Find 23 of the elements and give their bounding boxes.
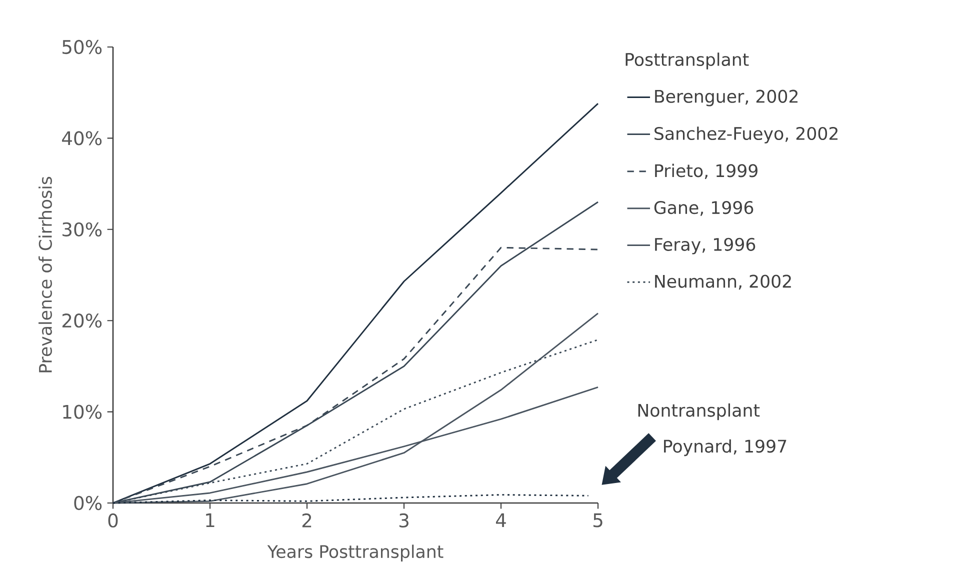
x-tick-label: 1 <box>206 513 214 528</box>
x-axis-title: Years Posttransplant <box>267 544 444 562</box>
text: Nontransplant <box>638 403 760 420</box>
y-axis-title: Prevalence of Cirrhosis <box>38 176 52 372</box>
y-tick-label: 20% <box>62 314 102 328</box>
legend-label: Gane, 1996 <box>654 200 754 216</box>
y-tick-label: 0% <box>74 496 102 510</box>
y-tick-label: 50% <box>62 40 102 54</box>
legend-label: Berenguer, 2002 <box>655 90 798 106</box>
y-tick-label: 10% <box>63 404 102 419</box>
legend-label: Neumann, 2002 <box>655 274 791 290</box>
y-tick-label: 40% <box>62 131 102 146</box>
legend-title: Posttransplant <box>626 52 749 70</box>
legend-label: Prieto, 1999 <box>655 164 758 179</box>
x-tick-label: 3 <box>399 513 408 528</box>
y-tick-label: 30% <box>62 222 102 236</box>
legend-label: Sanchez-Fueyo, 2002 <box>654 126 838 144</box>
x-tick-label: 0 <box>108 513 118 528</box>
legend-label: Feray, 1996 <box>655 238 756 254</box>
text: Poynard, 1997 <box>664 439 786 456</box>
x-tick-label: 5 <box>594 513 602 528</box>
x-tick-label: 4 <box>496 513 506 528</box>
x-tick-label: 2 <box>302 513 312 528</box>
